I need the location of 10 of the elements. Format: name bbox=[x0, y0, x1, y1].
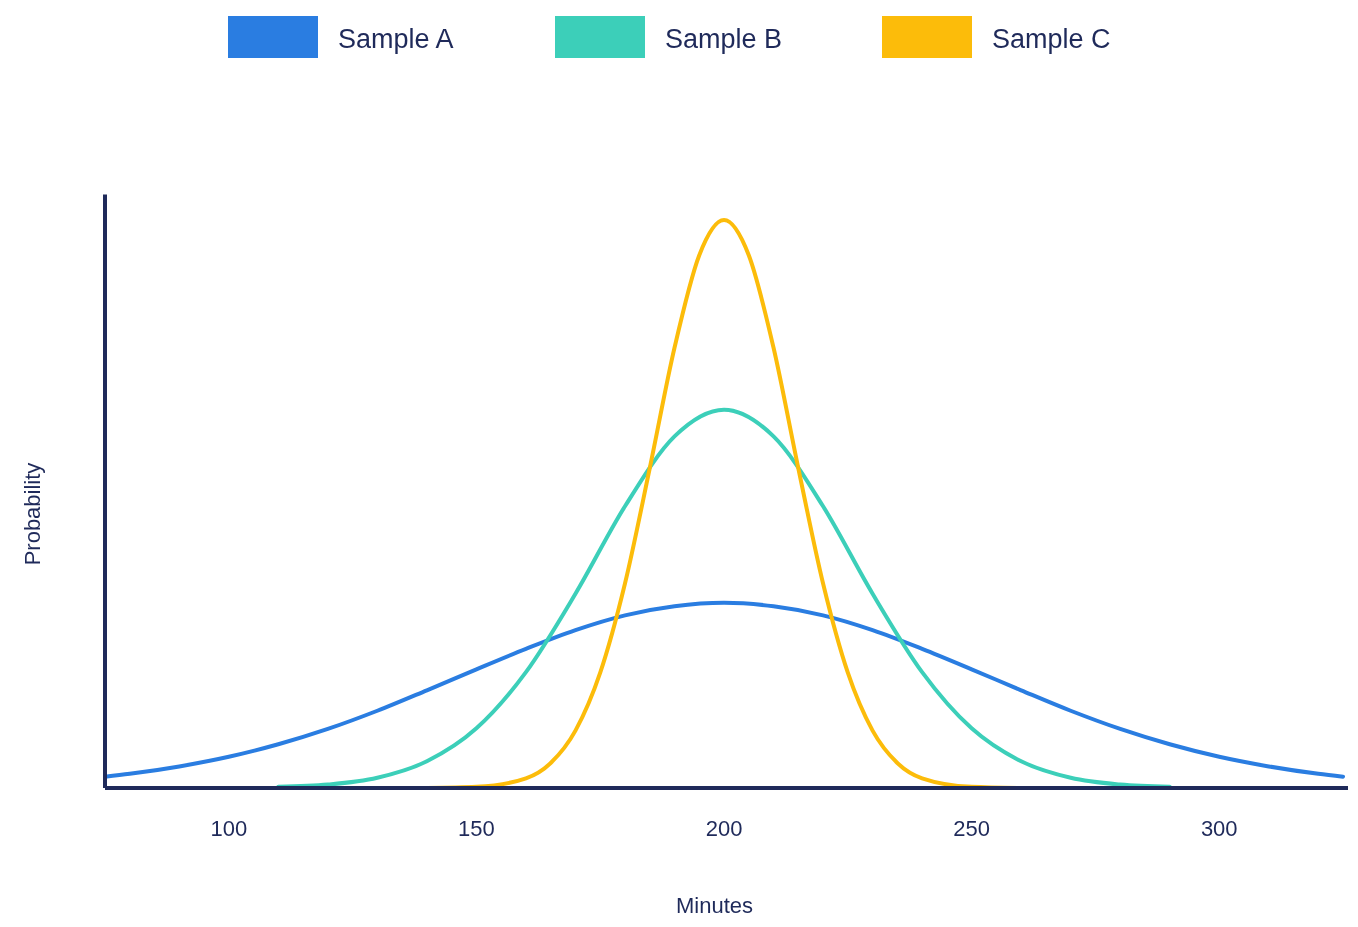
x-axis-title: Minutes bbox=[675, 893, 754, 918]
x-tick-label: 200 bbox=[705, 816, 743, 841]
legend-label: Sample B bbox=[665, 24, 783, 54]
legend-label: Sample C bbox=[992, 24, 1111, 54]
x-tick-label: 250 bbox=[953, 816, 990, 841]
x-tick-label: 150 bbox=[458, 816, 495, 841]
x-tick-label: 100 bbox=[210, 816, 248, 841]
y-axis-title: Probability bbox=[20, 462, 45, 566]
x-tick-label: 300 bbox=[1200, 816, 1238, 841]
legend-label: Sample A bbox=[338, 24, 454, 54]
